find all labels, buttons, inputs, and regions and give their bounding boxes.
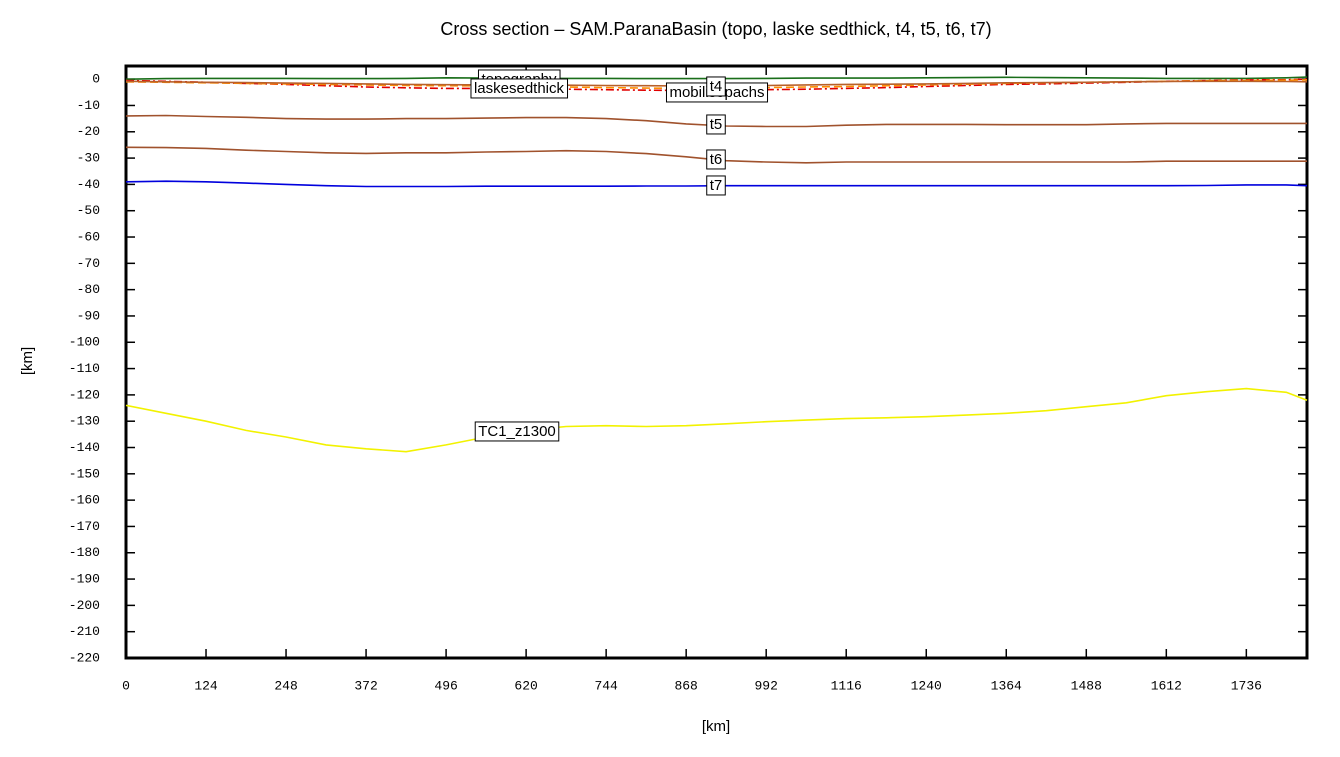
series-label-box xyxy=(706,175,726,196)
x-tick-label: 992 xyxy=(754,678,777,693)
series-line xyxy=(125,180,1308,188)
y-tick-label: -70 xyxy=(77,256,100,271)
series-label-box xyxy=(474,421,560,442)
y-tick-label: -60 xyxy=(77,229,100,244)
y-tick-label: -50 xyxy=(77,203,100,218)
x-tick-label: 1612 xyxy=(1151,678,1182,693)
y-tick-label: -150 xyxy=(69,466,100,481)
y-tick-label: 0 xyxy=(92,72,100,87)
x-tick-label: 1364 xyxy=(991,678,1022,693)
series-line xyxy=(125,146,1307,164)
x-tick-label: 744 xyxy=(594,678,618,693)
y-tick-label: -80 xyxy=(77,282,100,297)
x-tick-label: 620 xyxy=(514,678,537,693)
y-axis-label: [km] xyxy=(19,347,36,375)
y-tick-label: -90 xyxy=(77,308,100,323)
x-tick-label: 1488 xyxy=(1071,678,1102,693)
y-tick-label: -140 xyxy=(69,440,100,455)
y-tick-label: -130 xyxy=(69,414,100,429)
series-label: t5 xyxy=(710,116,723,133)
series-label: t4 xyxy=(710,78,723,95)
plot-frame xyxy=(124,64,1309,660)
y-tick-label: -180 xyxy=(69,545,100,560)
y-tick-label: -200 xyxy=(69,598,100,613)
y-tick-label: -120 xyxy=(69,387,100,402)
y-tick-label: -170 xyxy=(69,519,100,534)
x-tick-label: 124 xyxy=(194,678,218,693)
x-tick-label: 868 xyxy=(674,678,697,693)
y-tick-label: -30 xyxy=(77,151,100,166)
series-line xyxy=(125,387,1308,453)
y-tick-label: -10 xyxy=(77,98,100,113)
y-tick-label: -40 xyxy=(77,177,100,192)
y-tick-label: -210 xyxy=(69,624,100,639)
series-label-box xyxy=(706,149,726,170)
series-label-box xyxy=(706,76,726,97)
series-label: t7 xyxy=(710,177,723,194)
y-tick-label: -110 xyxy=(69,361,100,376)
y-tick-label: -220 xyxy=(69,650,100,665)
y-tick-label: -100 xyxy=(69,335,100,350)
x-tick-label: 372 xyxy=(354,678,377,693)
x-tick-label: 1240 xyxy=(911,678,942,693)
x-tick-label: 496 xyxy=(434,678,457,693)
series-label-box xyxy=(706,114,726,135)
y-tick-label: -20 xyxy=(77,124,100,139)
series-label: TC1_z1300 xyxy=(478,423,556,440)
y-tick-label: -190 xyxy=(69,572,100,587)
series-label: laskesedthick xyxy=(474,80,565,97)
x-tick-label: 1736 xyxy=(1231,678,1262,693)
y-tick-label: -160 xyxy=(69,493,100,508)
x-tick-label: 1116 xyxy=(831,678,862,693)
x-tick-label: 248 xyxy=(274,678,297,693)
series-line xyxy=(125,114,1307,128)
x-tick-label: 0 xyxy=(122,678,130,693)
chart-title: Cross section – SAM.ParanaBasin (topo, l… xyxy=(440,19,991,39)
series-line xyxy=(125,76,1308,80)
x-axis-label: [km] xyxy=(702,718,730,735)
series-label-box xyxy=(470,78,569,99)
series-label: t6 xyxy=(710,151,723,168)
